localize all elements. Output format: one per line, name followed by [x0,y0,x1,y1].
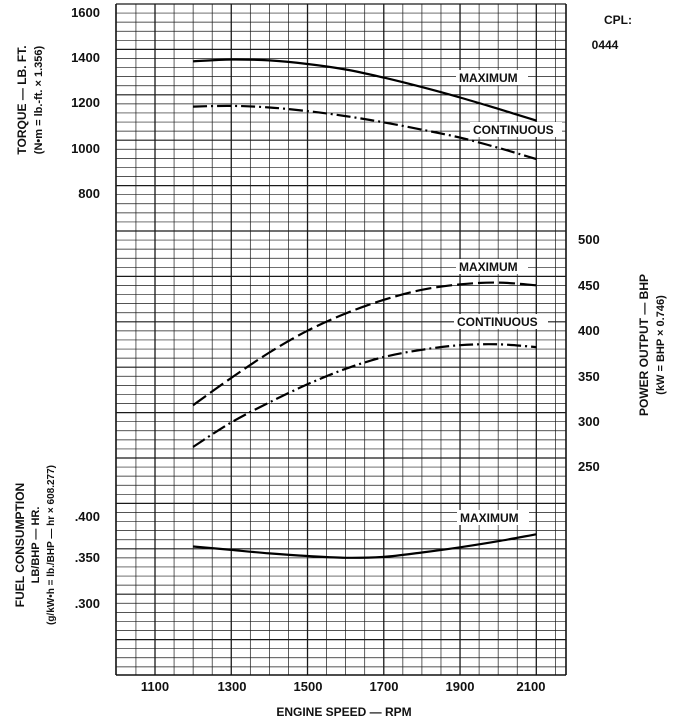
fuel-maximum-curve [193,533,537,559]
power-tick-label: 500 [578,232,600,247]
fuel-axis: .400 .350 .300 FUEL CONSUMPTION LB/BHP —… [13,465,100,625]
x-tick-label: 1100 [141,679,169,694]
x-tick-label: 2100 [517,679,546,694]
chart-grid [115,3,567,676]
x-axis-title: ENGINE SPEED — RPM [276,705,411,719]
fuel-axis-conversion: (g/kW•h = lb./BHP — hr × 608.277) [46,465,57,625]
fuel-tick-label: .400 [75,509,100,524]
torque-tick-label: 1600 [71,5,100,20]
chart-id-box: CPL: 0444 [592,13,632,52]
torque-tick-label: 1400 [71,50,100,65]
power-axis-subtitle: (kW = BHP × 0.746) [655,295,667,395]
x-tick-label: 1900 [446,679,475,694]
fuel-tick-label: .350 [75,550,100,565]
label-background [456,70,528,85]
label-background [470,122,562,137]
power-tick-label: 300 [578,414,600,429]
power-continuous-curve [192,343,537,448]
power-axis: 500 450 400 350 300 250 POWER OUTPUT — B… [578,232,667,474]
fuel-axis-title: FUEL CONSUMPTION [13,483,27,607]
label-background [456,259,528,274]
x-tick-label: 1300 [218,679,247,694]
power-tick-label: 250 [578,459,600,474]
power-tick-label: 350 [578,369,600,384]
power-maximum-label: MAXIMUM [459,260,518,274]
curve-labels: MAXIMUM CONTINUOUS MAXIMUM CONTINUOUS MA… [454,70,562,525]
chart-id-number: 0444 [592,38,619,52]
torque-axis: 1600 1400 1200 1000 800 TORQUE — LB. FT.… [15,5,100,201]
fuel-maximum-label: MAXIMUM [460,511,519,525]
power-continuous-label: CONTINUOUS [457,315,538,329]
torque-tick-label: 1200 [71,95,100,110]
x-tick-label: 1700 [370,679,399,694]
power-maximum-curve [192,281,537,407]
torque-axis-subtitle: (N•m = lb.-ft. × 1.356) [33,45,45,154]
x-axis: 1100 1300 1500 1700 1900 2100 ENGINE SPE… [141,679,546,719]
label-background [454,314,548,329]
fuel-tick-label: .300 [75,596,100,611]
torque-maximum-label: MAXIMUM [459,71,518,85]
x-tick-label: 1500 [294,679,323,694]
power-tick-label: 450 [578,278,600,293]
torque-continuous-label: CONTINUOUS [473,123,554,137]
torque-tick-label: 1000 [71,141,100,156]
chart-id-label: CPL: [604,13,632,27]
fuel-axis-subtitle: LB/BHP — HR. [30,507,42,584]
performance-curves [192,58,537,559]
torque-continuous-curve [193,104,537,161]
torque-tick-label: 800 [78,186,100,201]
label-background [457,510,529,525]
torque-maximum-curve [193,58,537,122]
power-tick-label: 400 [578,323,600,338]
torque-axis-title: TORQUE — LB. FT. [15,45,29,154]
power-axis-title: POWER OUTPUT — BHP [637,274,651,416]
